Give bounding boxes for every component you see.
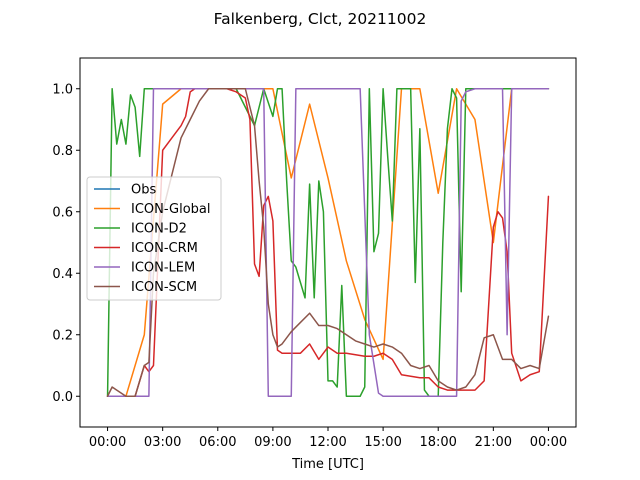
legend-label: ICON-SCM (131, 280, 197, 295)
y-tick-label: 1.0 (52, 82, 73, 97)
legend-label: Obs (131, 183, 156, 198)
y-axis: 0.0 0.2 0.4 0.6 0.8 1.0 (52, 82, 80, 405)
y-tick-label: 0.0 (52, 390, 73, 405)
legend-label: ICON-D2 (131, 222, 187, 237)
legend-label: ICON-Global (131, 202, 211, 217)
x-tick-label: 21:00 (475, 435, 512, 450)
x-axis: 00:00 03:00 06:00 09:00 12:00 15:00 18:00 21:00… (89, 427, 567, 450)
y-tick-label: 0.6 (52, 205, 73, 220)
x-tick-label: 18:00 (419, 435, 456, 450)
x-tick-label: 03:00 (144, 435, 181, 450)
legend-label: ICON-LEM (131, 261, 195, 276)
y-tick-label: 0.8 (52, 144, 73, 159)
legend-box (86, 176, 222, 301)
x-axis-label: Time [UTC] (291, 457, 364, 472)
x-tick-label: 12:00 (309, 435, 346, 450)
x-tick-label: 00:00 (530, 435, 567, 450)
series-line-icon-crm (106, 88, 550, 397)
x-tick-label: 00:00 (89, 435, 126, 450)
x-tick-label: 15:00 (364, 435, 401, 450)
legend-label: ICON-CRM (131, 241, 198, 256)
y-tick-label: 0.4 (52, 267, 73, 282)
x-tick-label: 09:00 (254, 435, 291, 450)
chart-title: Falkenberg, Clct, 20211002 (214, 10, 427, 28)
y-tick-label: 0.2 (52, 328, 73, 343)
legend: Obs ICON-Global ICON-D2 ICON-CRM ICON-LEM ICO… (86, 176, 222, 301)
series-line-icon-lem (106, 88, 550, 397)
x-tick-label: 06:00 (199, 435, 236, 450)
